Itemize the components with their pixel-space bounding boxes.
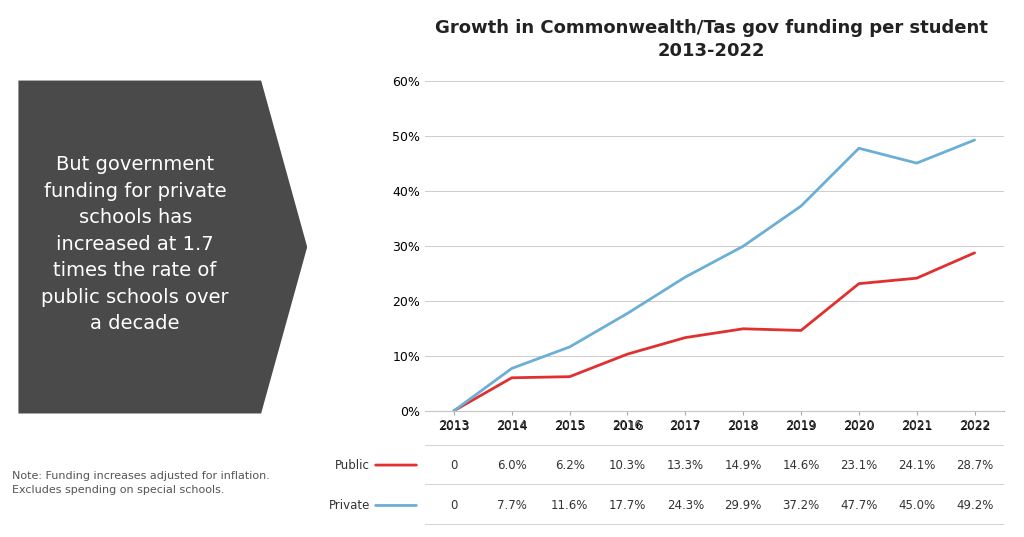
- Text: 2017: 2017: [671, 419, 700, 432]
- Text: 2020: 2020: [844, 419, 873, 432]
- Text: 23.1%: 23.1%: [841, 459, 878, 471]
- Text: 47.7%: 47.7%: [841, 499, 878, 512]
- Text: 24.3%: 24.3%: [667, 499, 703, 512]
- Text: 2016: 2016: [612, 419, 642, 432]
- Text: 45.0%: 45.0%: [898, 499, 935, 512]
- Text: Note: Funding increases adjusted for inflation.
Excludes spending on special sch: Note: Funding increases adjusted for inf…: [12, 471, 270, 495]
- Text: 13.3%: 13.3%: [667, 459, 703, 471]
- Text: 2021: 2021: [902, 419, 932, 432]
- Text: But government
funding for private
schools has
increased at 1.7
times the rate o: But government funding for private schoo…: [41, 155, 229, 333]
- Text: 2013: 2013: [439, 419, 469, 432]
- Text: 2019: 2019: [786, 419, 816, 432]
- Text: 6.2%: 6.2%: [555, 459, 585, 471]
- Text: Public: Public: [335, 459, 370, 471]
- Text: Growth in Commonwealth/Tas gov funding per student
2013-2022: Growth in Commonwealth/Tas gov funding p…: [435, 19, 988, 60]
- Text: 28.7%: 28.7%: [956, 459, 993, 471]
- Text: 10.3%: 10.3%: [609, 459, 646, 471]
- Text: 17.7%: 17.7%: [609, 499, 646, 512]
- Text: 49.2%: 49.2%: [956, 499, 993, 512]
- Text: 14.9%: 14.9%: [725, 459, 762, 471]
- Text: 0: 0: [451, 499, 458, 512]
- Text: 0: 0: [451, 459, 458, 471]
- Text: Private: Private: [329, 499, 370, 512]
- Text: 14.6%: 14.6%: [782, 459, 819, 471]
- Text: 2018: 2018: [728, 419, 758, 432]
- Text: 2014: 2014: [497, 419, 526, 432]
- Text: 6.0%: 6.0%: [497, 459, 526, 471]
- Text: 7.7%: 7.7%: [497, 499, 526, 512]
- Text: 2015: 2015: [555, 419, 585, 432]
- Text: 2022: 2022: [959, 419, 989, 432]
- Polygon shape: [18, 81, 307, 413]
- Text: 11.6%: 11.6%: [551, 499, 588, 512]
- Text: 37.2%: 37.2%: [782, 499, 819, 512]
- Text: 29.9%: 29.9%: [725, 499, 762, 512]
- Text: 24.1%: 24.1%: [898, 459, 935, 471]
